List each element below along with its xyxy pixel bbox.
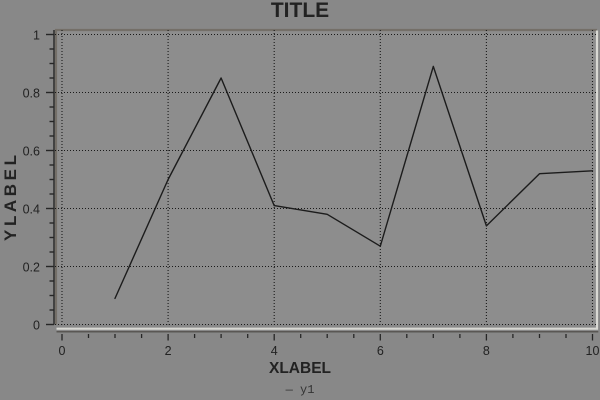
svg-text:0.8: 0.8: [23, 87, 40, 101]
svg-text:4: 4: [271, 344, 278, 358]
svg-text:0.4: 0.4: [23, 203, 40, 217]
svg-text:10: 10: [586, 344, 600, 358]
svg-text:0: 0: [33, 319, 40, 333]
svg-text:0.6: 0.6: [23, 145, 40, 159]
svg-text:6: 6: [377, 344, 384, 358]
svg-text:0.2: 0.2: [23, 261, 40, 275]
svg-text:1: 1: [33, 29, 40, 43]
svg-text:8: 8: [483, 344, 490, 358]
svg-text:2: 2: [165, 344, 172, 358]
svg-text:0: 0: [59, 344, 66, 358]
